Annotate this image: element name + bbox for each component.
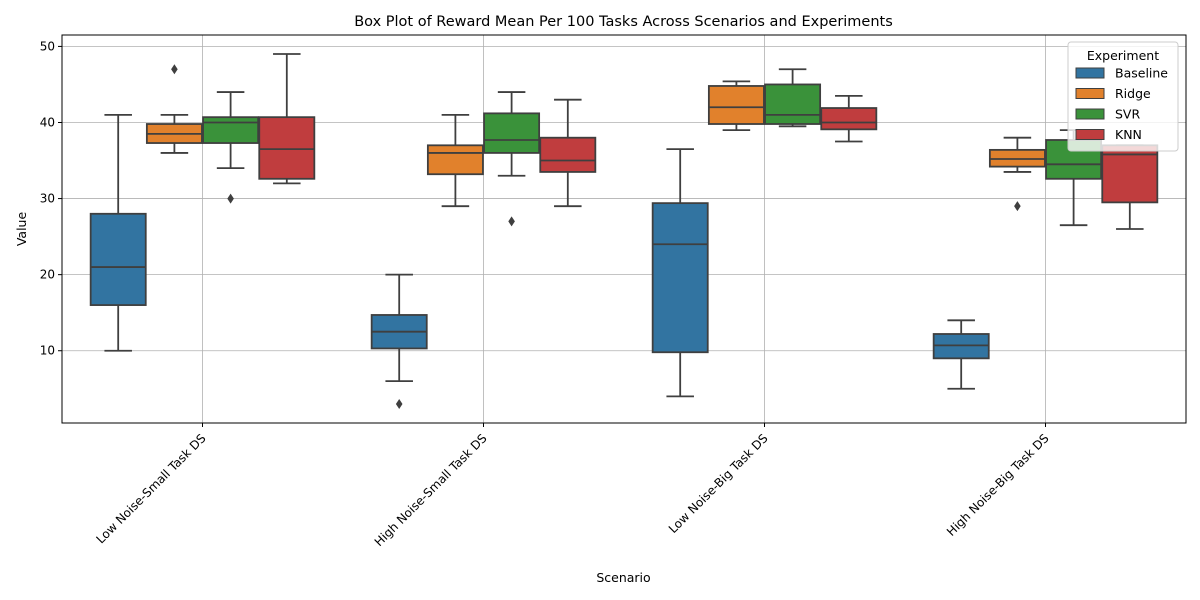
box-iqr xyxy=(483,112,541,154)
legend-swatch-knn xyxy=(1075,129,1105,140)
legend: Experiment Baseline Ridge SVR KNN xyxy=(1067,41,1179,152)
box-baseline-0 xyxy=(89,113,147,352)
box-knn-2 xyxy=(820,94,878,143)
outlier-point xyxy=(1014,201,1021,212)
boxes xyxy=(89,53,1159,409)
box-iqr xyxy=(202,116,260,144)
outlier-point xyxy=(227,193,234,204)
box-knn-3 xyxy=(1101,144,1159,230)
x-tick-label: High Noise-Small Task DS xyxy=(372,431,490,549)
box-ridge-2 xyxy=(707,80,765,131)
outlier-point xyxy=(171,64,178,75)
box-iqr xyxy=(89,212,147,306)
box-iqr xyxy=(539,136,597,173)
box-iqr xyxy=(820,107,878,131)
box-ridge-3 xyxy=(988,136,1046,212)
legend-title: Experiment xyxy=(1087,48,1159,63)
box-ridge-0 xyxy=(145,64,203,154)
box-iqr xyxy=(426,144,484,176)
chart-title: Box Plot of Reward Mean Per 100 Tasks Ac… xyxy=(354,14,893,30)
box-svr-0 xyxy=(202,91,260,204)
outlier-point xyxy=(508,216,515,227)
legend-label-svr: SVR xyxy=(1115,107,1140,122)
legend-swatch-ridge xyxy=(1075,88,1105,99)
x-tick-label: High Noise-Big Task DS xyxy=(944,431,1052,539)
box-knn-0 xyxy=(258,53,316,185)
legend-swatch-baseline xyxy=(1075,67,1105,79)
x-tick-label: Low Noise-Small Task DS xyxy=(94,431,209,546)
y-tick-label: 20 xyxy=(40,268,55,282)
box-iqr xyxy=(764,83,822,125)
box-svr-1 xyxy=(483,91,541,227)
legend-label-ridge: Ridge xyxy=(1115,86,1151,101)
y-tick-label: 10 xyxy=(40,344,55,358)
x-axis-label: Scenario xyxy=(596,570,650,585)
box-iqr xyxy=(707,85,765,125)
x-tick-label: Low Noise-Big Task DS xyxy=(666,431,771,536)
box-baseline-1 xyxy=(370,273,428,409)
box-iqr xyxy=(651,202,709,354)
legend-label-baseline: Baseline xyxy=(1115,66,1168,81)
box-baseline-2 xyxy=(651,148,709,398)
y-axis-label: Value xyxy=(14,212,29,247)
box-knn-1 xyxy=(539,98,597,208)
box-baseline-3 xyxy=(932,319,990,390)
legend-swatch-svr xyxy=(1075,108,1105,120)
legend-label-knn: KNN xyxy=(1115,127,1142,142)
outlier-point xyxy=(395,398,403,409)
box-ridge-1 xyxy=(426,113,484,208)
y-axis: 10 20 30 40 50 xyxy=(40,39,62,358)
box-iqr xyxy=(258,116,316,180)
y-tick-label: 50 xyxy=(40,39,55,53)
box-svr-2 xyxy=(764,68,822,128)
y-tick-label: 40 xyxy=(40,115,55,129)
plot-frame xyxy=(61,34,1187,424)
x-axis: Low Noise-Small Task DS High Noise-Small … xyxy=(94,423,1052,549)
y-tick-label: 30 xyxy=(40,192,55,206)
